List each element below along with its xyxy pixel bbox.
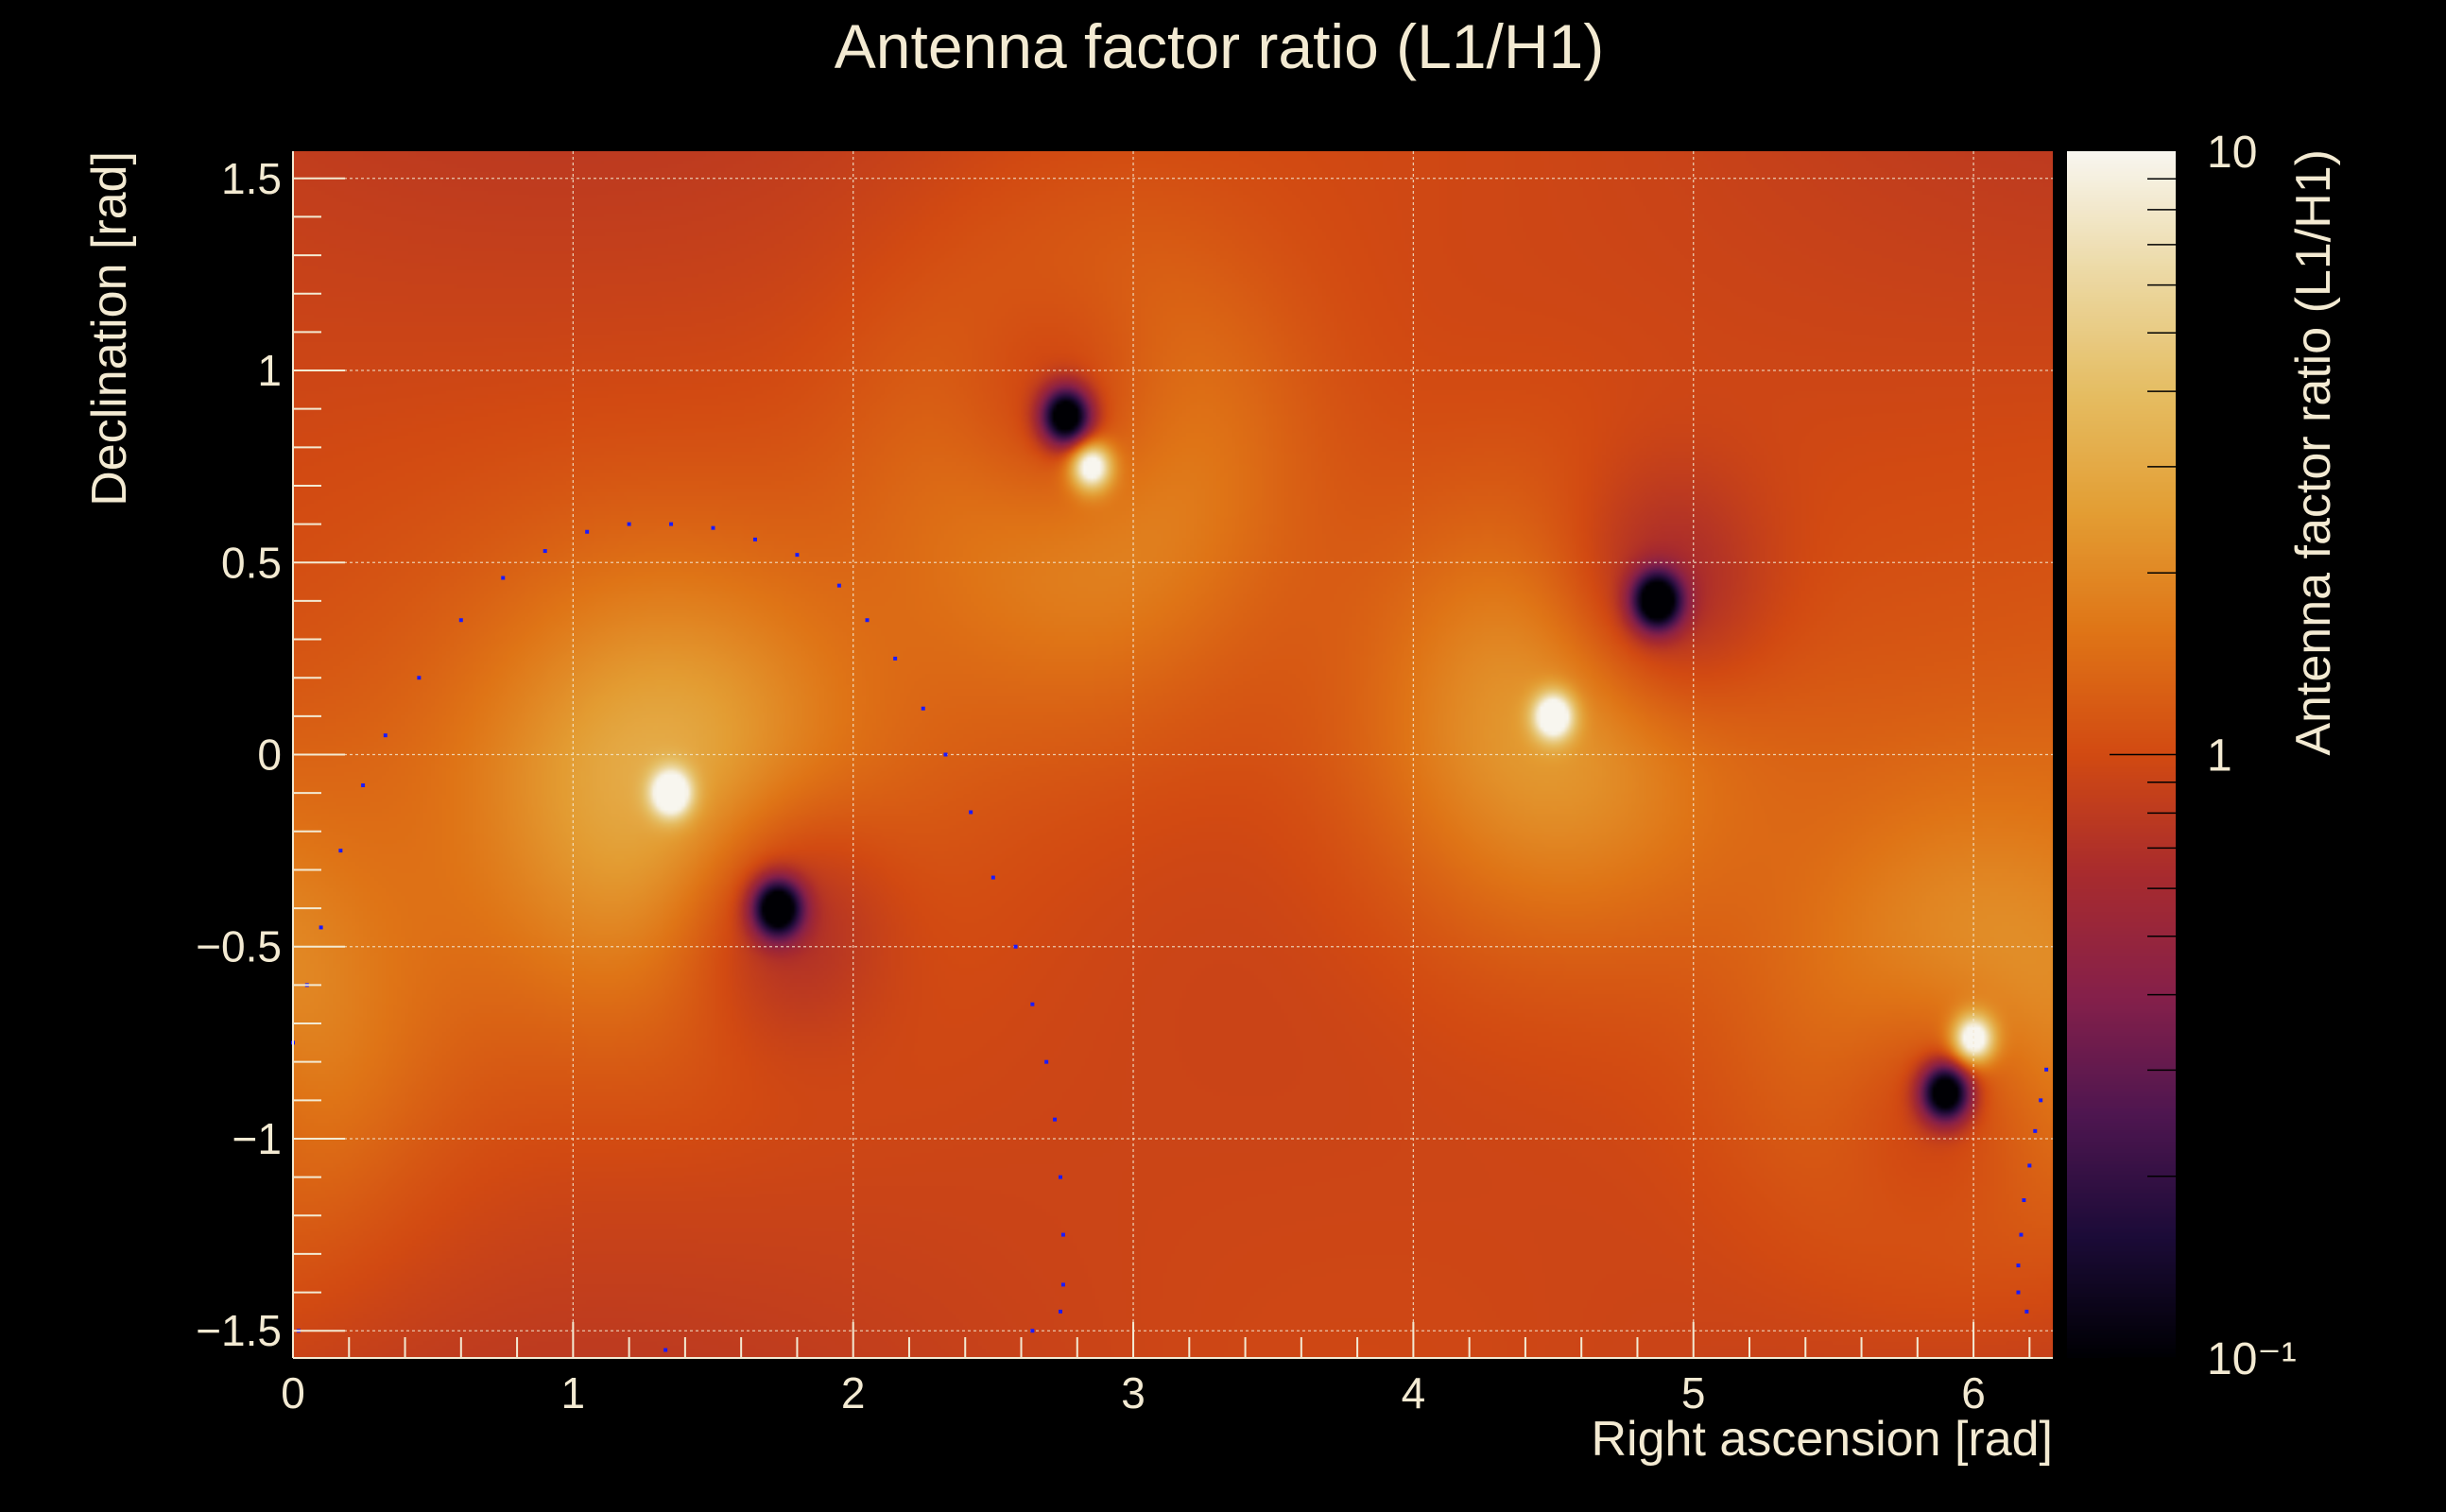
contour-point [2016, 1290, 2021, 1295]
contour-point [969, 810, 973, 815]
y-tick-label: −0.5 [196, 922, 282, 971]
y-axis-label: Declination [rad] [82, 151, 137, 507]
axes: 0 1 2 3 4 5 6 1.5 1 0.5 0 −0.5 −1 −1.5 [196, 151, 2053, 1418]
contour-point [2022, 1198, 2026, 1203]
contour-point [663, 1348, 668, 1352]
colorbar-tick-label: 1 [2207, 731, 2232, 782]
contour-point [2039, 1098, 2043, 1103]
contour-point [2024, 1309, 2029, 1314]
contour-point [361, 783, 366, 788]
colorbar-tick-label: 10 [2207, 128, 2257, 178]
contour-point [2019, 1232, 2024, 1237]
x-tick-label: 4 [1402, 1368, 1426, 1418]
x-tick-label: 5 [1681, 1368, 1706, 1418]
contour-point [1060, 1232, 1065, 1237]
contour-point [752, 537, 757, 541]
contour-point [417, 676, 422, 680]
contour-point [458, 618, 463, 623]
contour-point [627, 522, 631, 526]
contour-point [338, 849, 343, 853]
contour-point [669, 522, 674, 526]
contour-point [990, 875, 995, 880]
x-tick-label: 1 [561, 1368, 586, 1418]
contour-point [1044, 1059, 1049, 1064]
contour-line [291, 522, 2049, 1352]
contour-point [836, 583, 841, 588]
contour-point [2033, 1128, 2038, 1133]
contour-point [711, 525, 715, 530]
y-tick-label: −1.5 [196, 1306, 282, 1355]
grid [292, 151, 2053, 1358]
contour-point [2027, 1163, 2032, 1168]
contour-point [943, 752, 948, 757]
contour-point [865, 618, 870, 623]
contour-point [1053, 1117, 1058, 1122]
y-tick-label: 1.5 [221, 154, 282, 203]
contour-point [1030, 1329, 1035, 1333]
contour-point [1030, 1002, 1035, 1006]
chart-title: Antenna factor ratio (L1/H1) [835, 11, 1604, 81]
contour-point [893, 656, 898, 661]
colorbar-label: Antenna factor ratio (L1/H1) [2286, 149, 2341, 756]
y-tick-label: 1 [257, 346, 282, 395]
contour-point [1013, 944, 1018, 949]
x-tick-label: 6 [1961, 1368, 1986, 1418]
y-tick-label: −1 [233, 1114, 282, 1163]
x-tick-label: 2 [841, 1368, 866, 1418]
contour-point [1058, 1309, 1062, 1314]
x-axis-label: Right ascension [rad] [1592, 1412, 2054, 1467]
y-tick-label: 0 [257, 730, 282, 780]
contour-point [319, 925, 323, 930]
contour-point [1060, 1282, 1065, 1287]
contour-point [501, 576, 506, 580]
colorbar-tick-label: 10⁻¹ [2207, 1334, 2297, 1384]
x-tick-label: 3 [1121, 1368, 1145, 1418]
contour-point [2044, 1067, 2049, 1072]
x-tick-label: 0 [281, 1368, 305, 1418]
contour-point [383, 733, 388, 738]
colorbar-axis: 10 1 10⁻¹ [2110, 128, 2297, 1384]
contour-point [585, 529, 590, 534]
contour-point [795, 553, 800, 558]
contour-point [2016, 1263, 2021, 1268]
contour-point [1058, 1175, 1062, 1179]
contour-point [543, 549, 547, 554]
y-tick-label: 0.5 [221, 538, 282, 587]
contour-point [921, 706, 925, 711]
